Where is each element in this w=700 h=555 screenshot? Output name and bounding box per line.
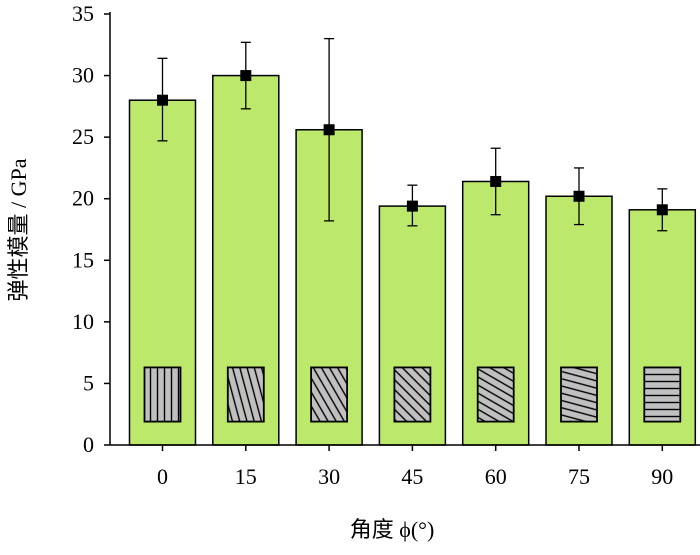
orientation-inset <box>476 366 515 423</box>
x-tick-label: 30 <box>318 464 340 489</box>
mean-marker <box>323 124 335 136</box>
mean-marker <box>656 204 668 216</box>
x-tick-label: 75 <box>568 464 590 489</box>
x-tick-label: 90 <box>651 464 673 489</box>
y-tick-label: 20 <box>72 186 94 211</box>
y-tick-label: 10 <box>72 309 94 334</box>
orientation-inset <box>226 366 265 423</box>
x-tick-label: 0 <box>157 464 168 489</box>
orientation-inset <box>393 366 432 423</box>
hatch-insets <box>143 366 682 423</box>
mean-marker <box>240 70 252 82</box>
y-axis-title: 弹性模量 / GPa <box>6 158 31 301</box>
mean-marker <box>573 190 585 202</box>
x-tick-label: 60 <box>485 464 507 489</box>
axes: 0 15 30 45 60 75 90 0 5 10 15 20 25 30 35 <box>72 1 700 489</box>
mean-marker <box>406 200 418 212</box>
x-axis-title: 角度 ϕ(°) <box>350 517 435 542</box>
orientation-inset <box>560 366 598 423</box>
y-tick-label: 5 <box>83 370 94 395</box>
orientation-inset <box>310 366 349 423</box>
orientation-inset <box>143 366 182 423</box>
error-bars <box>157 37 668 232</box>
y-tick-label: 15 <box>72 247 94 272</box>
mean-marker <box>157 94 168 106</box>
orientation-inset <box>643 366 682 423</box>
mean-marker <box>490 175 502 187</box>
y-tick-label: 35 <box>72 1 94 26</box>
x-tick-label: 15 <box>235 464 257 489</box>
x-tick-label: 45 <box>401 464 423 489</box>
bars <box>128 74 697 446</box>
y-tick-label: 30 <box>72 63 94 88</box>
y-tick-label: 0 <box>83 432 94 457</box>
y-tick-label: 25 <box>72 124 94 149</box>
